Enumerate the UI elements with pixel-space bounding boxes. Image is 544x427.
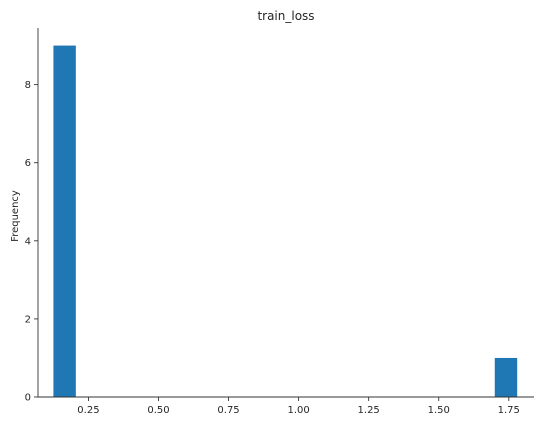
y-axis-label: Frequency <box>10 190 21 242</box>
y-tick-label: 8 <box>25 80 31 91</box>
x-tick-label: 0.50 <box>147 405 169 416</box>
y-tick-label: 4 <box>25 236 31 247</box>
x-tick-label: 1.00 <box>287 405 309 416</box>
y-axis: 0 2 4 6 8 <box>25 28 39 404</box>
y-tick-label: 0 <box>25 393 31 404</box>
x-tick-label: 1.50 <box>428 405 450 416</box>
y-tick-label: 2 <box>25 314 31 325</box>
histogram-bar-2 <box>494 357 518 397</box>
x-tick-label: 0.75 <box>217 405 239 416</box>
bars-group <box>53 45 518 397</box>
x-tick-label: 0.25 <box>77 405 99 416</box>
y-tick-label: 6 <box>25 158 31 169</box>
x-axis: 0.25 0.50 0.75 1.00 1.25 1.50 1.75 <box>38 396 534 416</box>
chart-title: train_loss <box>257 9 314 23</box>
x-tick-label: 1.25 <box>358 405 380 416</box>
x-tick-label: 1.75 <box>498 405 520 416</box>
histogram-bar-1 <box>53 45 76 397</box>
